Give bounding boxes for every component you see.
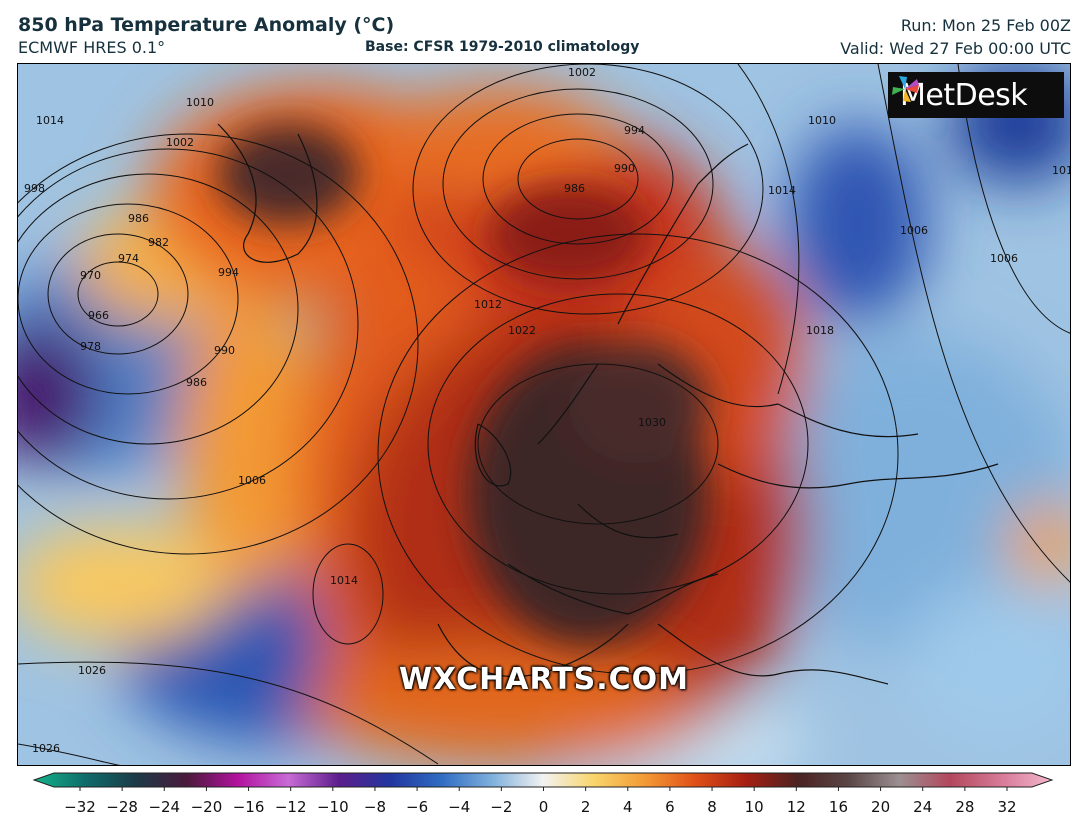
colorbar-tick-label: 0 — [539, 798, 549, 816]
coastlines — [217, 123, 999, 685]
contour-label: 1026 — [78, 664, 106, 677]
contour-label: 1022 — [508, 324, 536, 337]
contour-label: 986 — [128, 212, 149, 225]
model-label: ECMWF HRES 0.1° — [18, 38, 166, 57]
colorbar-tick-label: 12 — [787, 798, 806, 816]
contour-label: 970 — [80, 269, 101, 282]
contour-label: 994 — [624, 124, 645, 137]
colorbar-tick-label: 2 — [581, 798, 591, 816]
contour-label: 990 — [614, 162, 635, 175]
colorbar-tick-label: −2 — [490, 798, 512, 816]
extreme-warm-core — [218, 124, 708, 644]
contour-label: 1002 — [166, 136, 194, 149]
colorbar-tick-label: 28 — [955, 798, 974, 816]
colorbar-tick-label: 16 — [829, 798, 848, 816]
pinwheel-icon — [892, 76, 919, 102]
base-climatology-label: Base: CFSR 1979-2010 climatology — [365, 39, 640, 55]
contour-labels: 1014 1010 1002 998 986 982 974 970 966 9… — [24, 66, 1071, 755]
colorbar-tick-label: −24 — [148, 798, 180, 816]
contour-label: 1006 — [900, 224, 928, 237]
contour-label: 1002 — [568, 66, 596, 79]
colorbar-ticks: −32 −28 −24 −20 −16 −12 −10 −8 −6 −4 −2 0 2 4 6 8 10 12 16… — [64, 787, 1017, 816]
contour-label: 994 — [218, 266, 239, 279]
contour-label: 978 — [80, 340, 101, 353]
pressure-contours — [18, 64, 1070, 765]
colorbar-tick-label: 24 — [913, 798, 932, 816]
contour-label: 1006 — [238, 474, 266, 487]
contour-label: 974 — [118, 252, 139, 265]
colorbar-tick-label: −20 — [191, 798, 223, 816]
colorbar-tick-label: 20 — [871, 798, 890, 816]
chart-title: 850 hPa Temperature Anomaly (°C) — [18, 14, 395, 36]
colorbar-tick-label: −6 — [406, 798, 428, 816]
map-canvas: 1014 1010 1002 998 986 982 974 970 966 9… — [18, 64, 1071, 765]
contour-label: 1010 — [808, 114, 836, 127]
colorbar-tick-label: −28 — [106, 798, 138, 816]
anomaly-map: 1014 1010 1002 998 986 982 974 970 966 9… — [17, 63, 1071, 766]
contour-label: 998 — [24, 182, 45, 195]
colorbar-tick-label: 8 — [707, 798, 717, 816]
colorbar: −32 −28 −24 −20 −16 −12 −10 −8 −6 −4 −2 0 2 4 6 8 10 12 16… — [32, 772, 1054, 816]
contour-label: 986 — [564, 182, 585, 195]
contour-label: 1018 — [806, 324, 834, 337]
colorbar-tick-label: −12 — [275, 798, 307, 816]
watermark: WXCHARTS.COM — [398, 662, 690, 697]
colorbar-tick-label: 4 — [623, 798, 633, 816]
contour-label: 1010 — [1052, 164, 1071, 177]
contour-label: 1030 — [638, 416, 666, 429]
contour-label: 982 — [148, 236, 169, 249]
colorbar-tick-label: −16 — [233, 798, 265, 816]
colorbar-tick-label: −8 — [364, 798, 386, 816]
colorbar-tick-label: −10 — [317, 798, 349, 816]
colorbar-gradient — [32, 772, 1054, 788]
contour-label: 1014 — [330, 574, 358, 587]
logo-text: MetDesk — [900, 77, 1028, 113]
contour-label: 986 — [186, 376, 207, 389]
colorbar-tick-label: 32 — [997, 798, 1016, 816]
contour-label: 1006 — [990, 252, 1018, 265]
valid-time-label: Valid: Wed 27 Feb 00:00 UTC — [840, 39, 1071, 58]
colorbar-tick-label: 10 — [745, 798, 764, 816]
metdesk-logo: MetDesk — [888, 72, 1064, 118]
colorbar-tick-label: 6 — [665, 798, 675, 816]
contour-label: 1012 — [474, 298, 502, 311]
colorbar-tick-label: −4 — [448, 798, 470, 816]
contour-label: 1014 — [36, 114, 64, 127]
contour-label: 1026 — [32, 742, 60, 755]
run-time-label: Run: Mon 25 Feb 00Z — [900, 16, 1071, 35]
contour-label: 1014 — [768, 184, 796, 197]
contour-label: 1010 — [186, 96, 214, 109]
colorbar-tick-label: −32 — [64, 798, 96, 816]
contour-label: 990 — [214, 344, 235, 357]
contour-label: 966 — [88, 309, 109, 322]
